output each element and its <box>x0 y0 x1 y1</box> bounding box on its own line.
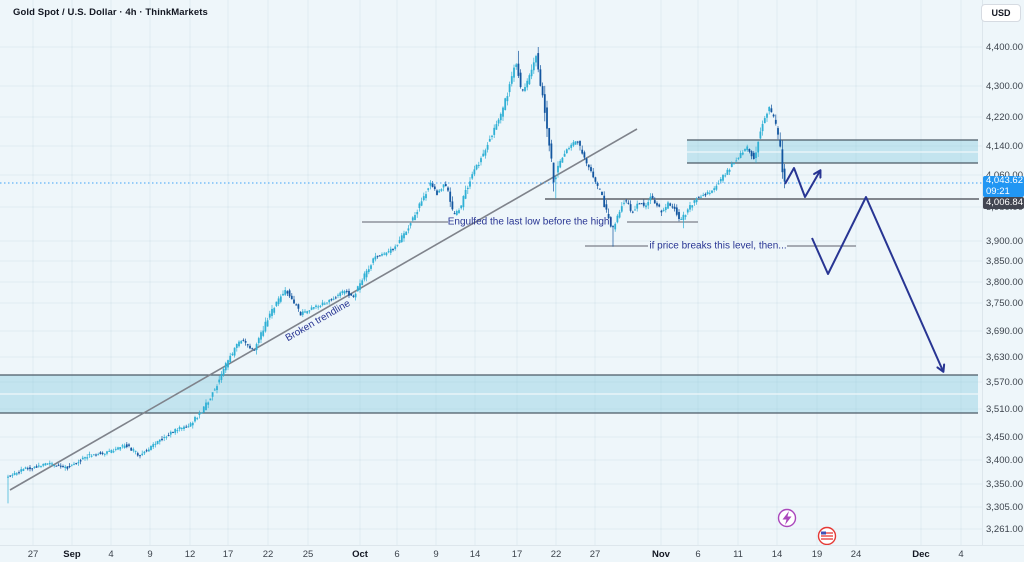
currency-badge[interactable]: USD <box>981 4 1021 22</box>
time-tick-label: 17 <box>511 549 523 560</box>
time-tick-label: 27 <box>27 549 39 560</box>
time-tick-label: 9 <box>433 549 439 560</box>
economic-event-lightning[interactable] <box>777 508 797 528</box>
trendline-and-levels[interactable] <box>9 128 979 491</box>
annotation-breakdown-label[interactable]: if price breaks this level, then... <box>649 240 787 252</box>
time-tick-label: Nov <box>652 549 670 560</box>
time-tick-label: 6 <box>695 549 701 560</box>
time-tick-label: Sep <box>63 549 81 560</box>
last-price-value: 4,043.62 <box>986 175 1023 186</box>
time-tick-label: 6 <box>394 549 400 560</box>
event-icons[interactable] <box>777 508 837 546</box>
time-tick-label: 19 <box>811 549 823 560</box>
price-tick-label: 3,570.00 <box>986 377 1023 388</box>
price-tick-label: 3,850.00 <box>986 256 1023 267</box>
time-tick-label: 11 <box>733 549 743 560</box>
last-price-badge: 4,043.62 09:21 <box>983 175 1024 197</box>
time-tick-label: 14 <box>771 549 783 560</box>
time-tick-label: 12 <box>184 549 196 560</box>
time-tick-label: 22 <box>262 549 274 560</box>
price-tick-label: 4,300.00 <box>986 81 1023 92</box>
price-tick-label: 3,630.00 <box>986 352 1023 363</box>
projection-arrows[interactable] <box>784 167 943 371</box>
breakdown-projection[interactable] <box>811 196 943 371</box>
time-tick-label: Oct <box>352 549 368 560</box>
supply-demand-zones[interactable] <box>0 139 978 414</box>
bounce-projection[interactable] <box>784 167 820 198</box>
price-tick-label: 3,305.00 <box>986 502 1023 513</box>
time-tick-label: 27 <box>589 549 601 560</box>
time-tick-label: 24 <box>850 549 862 560</box>
symbol-title[interactable]: Gold Spot / U.S. Dollar · 4h · ThinkMark… <box>13 7 208 18</box>
demand-zone[interactable] <box>0 374 978 414</box>
price-tick-label: 3,261.00 <box>986 524 1023 535</box>
price-axis-separator <box>982 0 983 545</box>
grid-lines <box>0 0 982 545</box>
price-tick-label: 4,140.00 <box>986 141 1023 152</box>
time-axis-separator <box>0 545 1024 546</box>
time-tick-label: 9 <box>147 549 153 560</box>
price-tick-label: 3,400.00 <box>986 455 1023 466</box>
broken-trendline[interactable] <box>9 128 638 491</box>
price-tick-label: 3,510.00 <box>986 404 1023 415</box>
annotation-engulfed-label[interactable]: Engulfed the last low before the high! <box>447 216 613 228</box>
price-tick-label: 3,350.00 <box>986 479 1023 490</box>
supply-zone[interactable] <box>687 139 978 164</box>
time-tick-label: Dec <box>912 549 930 560</box>
bar-countdown: 09:21 <box>986 185 1010 197</box>
price-tick-label: 3,450.00 <box>986 432 1023 443</box>
time-tick-label: 22 <box>550 549 562 560</box>
price-tick-label: 3,750.00 <box>986 298 1023 309</box>
time-tick-label: 14 <box>469 549 481 560</box>
economic-event-us-flag[interactable] <box>817 526 837 546</box>
price-tick-label: 3,690.00 <box>986 326 1023 337</box>
level-price-badge: 4,006.84 <box>983 197 1024 209</box>
time-tick-label: 25 <box>302 549 314 560</box>
price-tick-label: 3,800.00 <box>986 277 1023 288</box>
time-tick-label: 17 <box>222 549 234 560</box>
price-tick-label: 3,900.00 <box>986 236 1023 247</box>
time-tick-label: 4 <box>958 549 964 560</box>
candlestick-series <box>7 47 786 504</box>
price-tick-label: 4,060.00 <box>986 170 1023 181</box>
time-tick-label: 4 <box>108 549 114 560</box>
price-tick-label: 4,400.00 <box>986 42 1023 53</box>
price-tick-label: 4,220.00 <box>986 112 1023 123</box>
